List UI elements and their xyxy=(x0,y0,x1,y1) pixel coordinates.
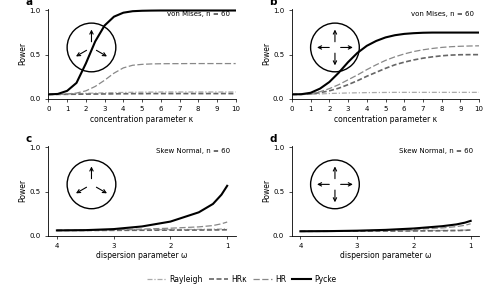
Text: d: d xyxy=(270,134,277,144)
Y-axis label: Power: Power xyxy=(18,179,28,202)
Y-axis label: Power: Power xyxy=(262,179,271,202)
Text: b: b xyxy=(270,0,277,7)
X-axis label: dispersion parameter ω: dispersion parameter ω xyxy=(340,251,431,260)
Legend: Rayleigh, HRκ, HR, Pycke: Rayleigh, HRκ, HR, Pycke xyxy=(144,272,340,287)
Y-axis label: Power: Power xyxy=(18,42,28,65)
Text: c: c xyxy=(26,134,32,144)
Text: a: a xyxy=(26,0,33,7)
X-axis label: dispersion parameter ω: dispersion parameter ω xyxy=(96,251,188,260)
Text: von Mises, n = 60: von Mises, n = 60 xyxy=(410,11,473,17)
Text: Skew Normal, n = 60: Skew Normal, n = 60 xyxy=(399,148,473,154)
X-axis label: concentration parameter κ: concentration parameter κ xyxy=(91,115,194,123)
Text: von Mises, n = 60: von Mises, n = 60 xyxy=(167,11,230,17)
Text: Skew Normal, n = 60: Skew Normal, n = 60 xyxy=(156,148,230,154)
Y-axis label: Power: Power xyxy=(262,42,271,65)
X-axis label: concentration parameter κ: concentration parameter κ xyxy=(334,115,437,123)
